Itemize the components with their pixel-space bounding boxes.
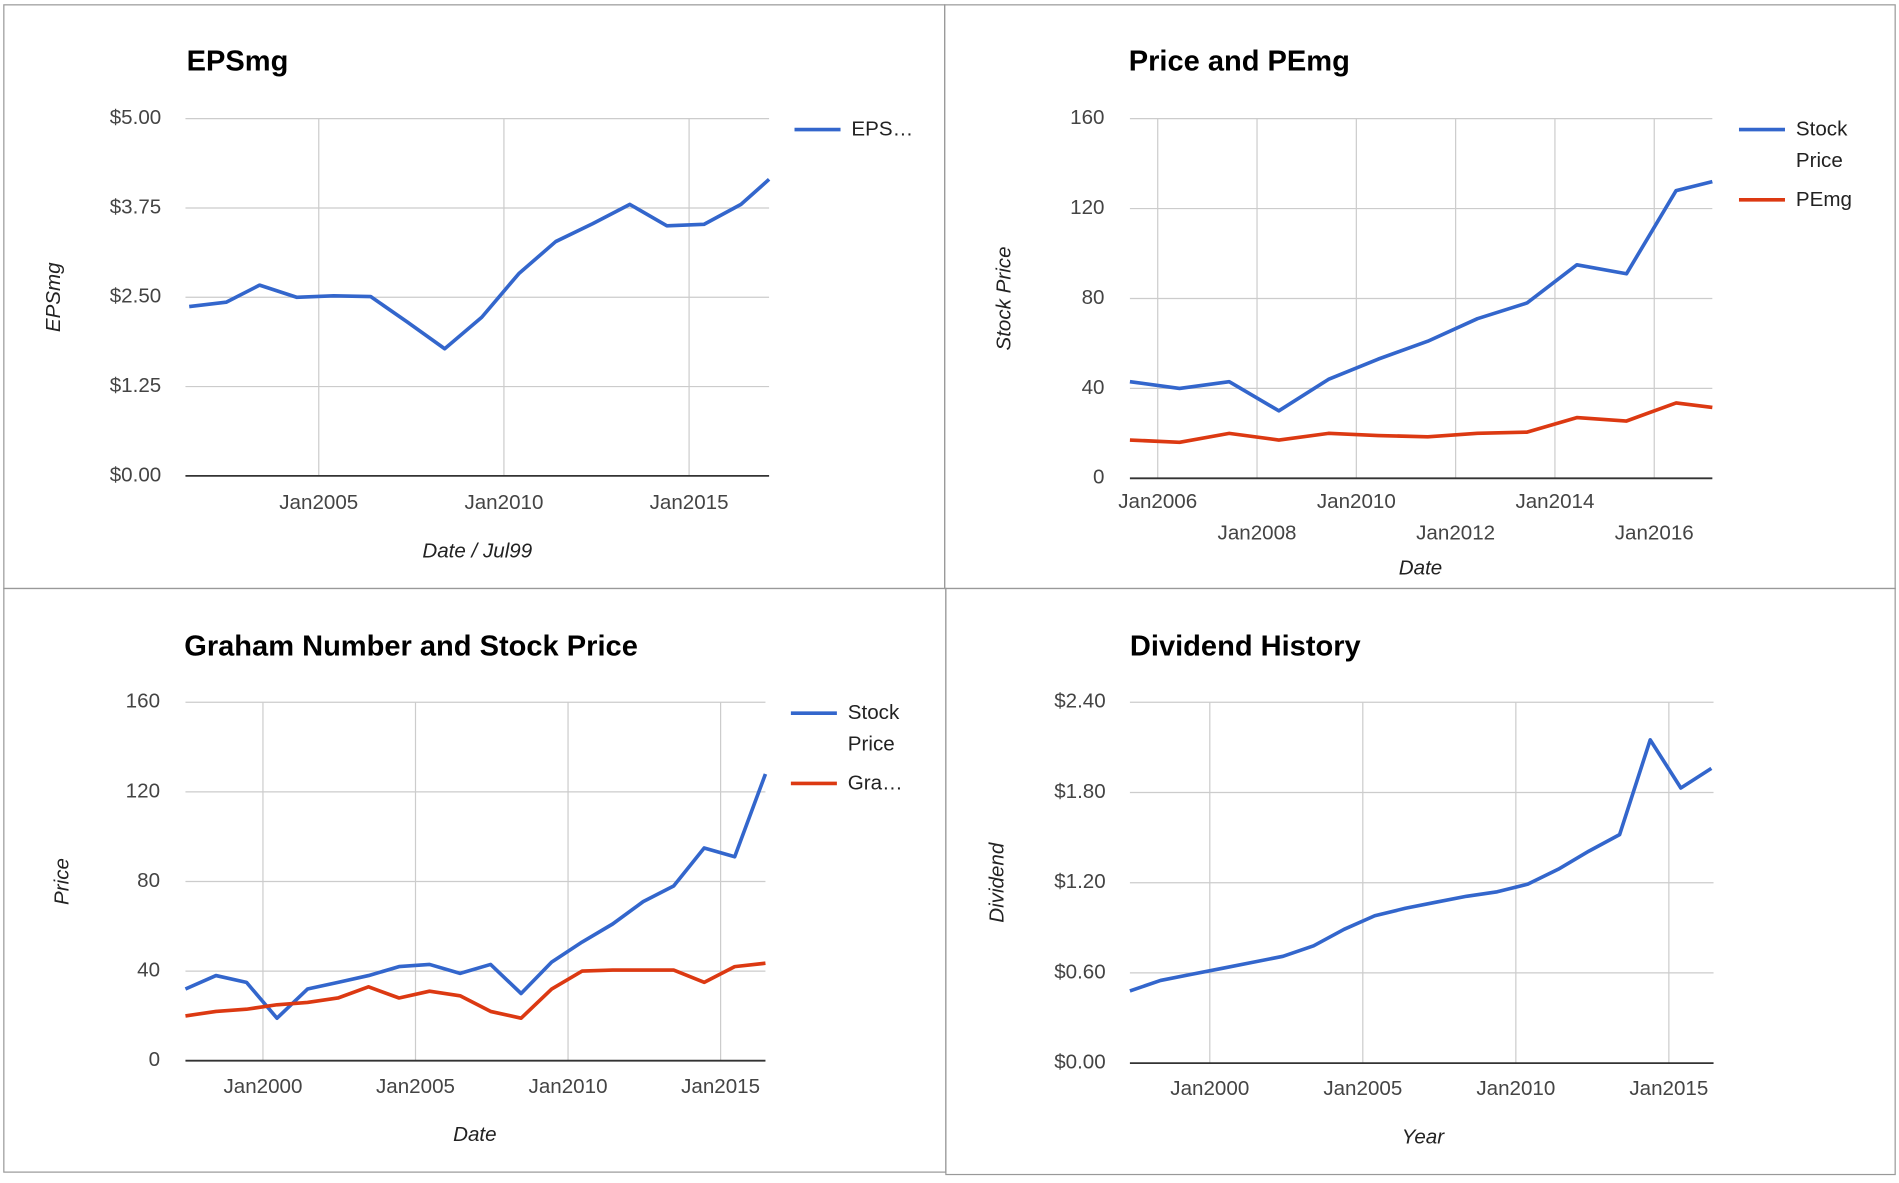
legend-item: EPS… xyxy=(851,117,914,141)
x-tick-label: Jan2015 xyxy=(681,1075,760,1098)
legend-label: Stock Price xyxy=(1795,117,1848,172)
x-tick-label: Jan2010 xyxy=(529,1075,608,1098)
panel xyxy=(945,587,1896,1176)
series-line xyxy=(188,177,771,351)
y-axis-title: EPSmg xyxy=(42,262,65,332)
legend-label: Gra… xyxy=(847,771,903,795)
legend-item: Gra… xyxy=(847,771,903,795)
legend-item: Stock Price xyxy=(847,701,900,756)
y-tick-label: 0 xyxy=(1093,466,1104,489)
x-tick-label: Jan2005 xyxy=(376,1075,455,1098)
legend-label: Stock Price xyxy=(847,701,900,756)
y-tick-label: $2.40 xyxy=(1054,690,1106,713)
series-line xyxy=(185,961,766,1021)
x-tick-label: Jan2010 xyxy=(1317,490,1396,513)
y-tick-label: 80 xyxy=(137,869,160,892)
y-tick-label: $3.75 xyxy=(110,195,162,218)
y-axis-title: Dividend xyxy=(985,842,1008,923)
y-axis-title: Price xyxy=(51,858,74,905)
x-axis-title: Date / Jul99 xyxy=(422,540,532,563)
x-tick-label: Jan2014 xyxy=(1515,490,1594,513)
x-axis-title: Year xyxy=(1402,1126,1445,1149)
x-tick-label: Jan2015 xyxy=(650,491,729,514)
y-tick-label: $0.00 xyxy=(110,463,162,486)
y-axis-title: Stock Price xyxy=(993,246,1016,350)
x-tick-label: Jan2000 xyxy=(1170,1077,1249,1100)
legend-item: Stock Price xyxy=(1795,117,1848,172)
y-tick-label: 0 xyxy=(149,1048,160,1071)
y-tick-label: 120 xyxy=(126,779,160,802)
y-tick-label: 120 xyxy=(1070,196,1104,219)
x-tick-label: Jan2012 xyxy=(1416,521,1495,544)
x-tick-label: Jan2015 xyxy=(1629,1077,1708,1100)
y-tick-label: $1.25 xyxy=(110,374,162,397)
series-line xyxy=(1129,401,1713,445)
x-tick-label: Jan2010 xyxy=(464,491,543,514)
x-tick-label: Jan2008 xyxy=(1218,521,1297,544)
series-line xyxy=(1129,738,1713,993)
chart-title: Dividend History xyxy=(1130,630,1361,662)
chart-title: Graham Number and Stock Price xyxy=(184,630,638,662)
y-tick-label: $0.60 xyxy=(1054,960,1106,983)
legend-item: PEmg xyxy=(1795,187,1852,211)
y-tick-label: $5.00 xyxy=(110,106,162,129)
x-axis-title: Date xyxy=(1399,557,1442,580)
x-tick-label: Jan2005 xyxy=(279,491,358,514)
series-line xyxy=(184,773,768,1021)
x-tick-label: Jan2005 xyxy=(1323,1077,1402,1100)
y-tick-label: 160 xyxy=(1070,106,1104,129)
legend-label: PEmg xyxy=(1795,187,1852,211)
x-tick-label: Jan2000 xyxy=(223,1075,302,1098)
y-tick-label: $2.50 xyxy=(110,285,162,308)
x-tick-label: Jan2016 xyxy=(1615,521,1694,544)
y-tick-label: $1.20 xyxy=(1054,870,1106,893)
chart-title: Price and PEmg xyxy=(1129,46,1350,78)
x-tick-label: Jan2006 xyxy=(1118,490,1197,513)
x-tick-label: Jan2010 xyxy=(1476,1077,1555,1100)
y-tick-label: 160 xyxy=(126,690,160,713)
chart-title: EPSmg xyxy=(187,46,289,78)
series-line xyxy=(1129,179,1713,413)
y-tick-label: $1.80 xyxy=(1054,780,1106,803)
y-tick-label: 40 xyxy=(137,959,160,982)
legend-label: EPS… xyxy=(851,117,914,141)
y-tick-label: $0.00 xyxy=(1054,1051,1106,1074)
y-tick-label: 80 xyxy=(1082,286,1105,309)
x-axis-title: Date xyxy=(453,1123,496,1146)
y-tick-label: 40 xyxy=(1082,376,1105,399)
